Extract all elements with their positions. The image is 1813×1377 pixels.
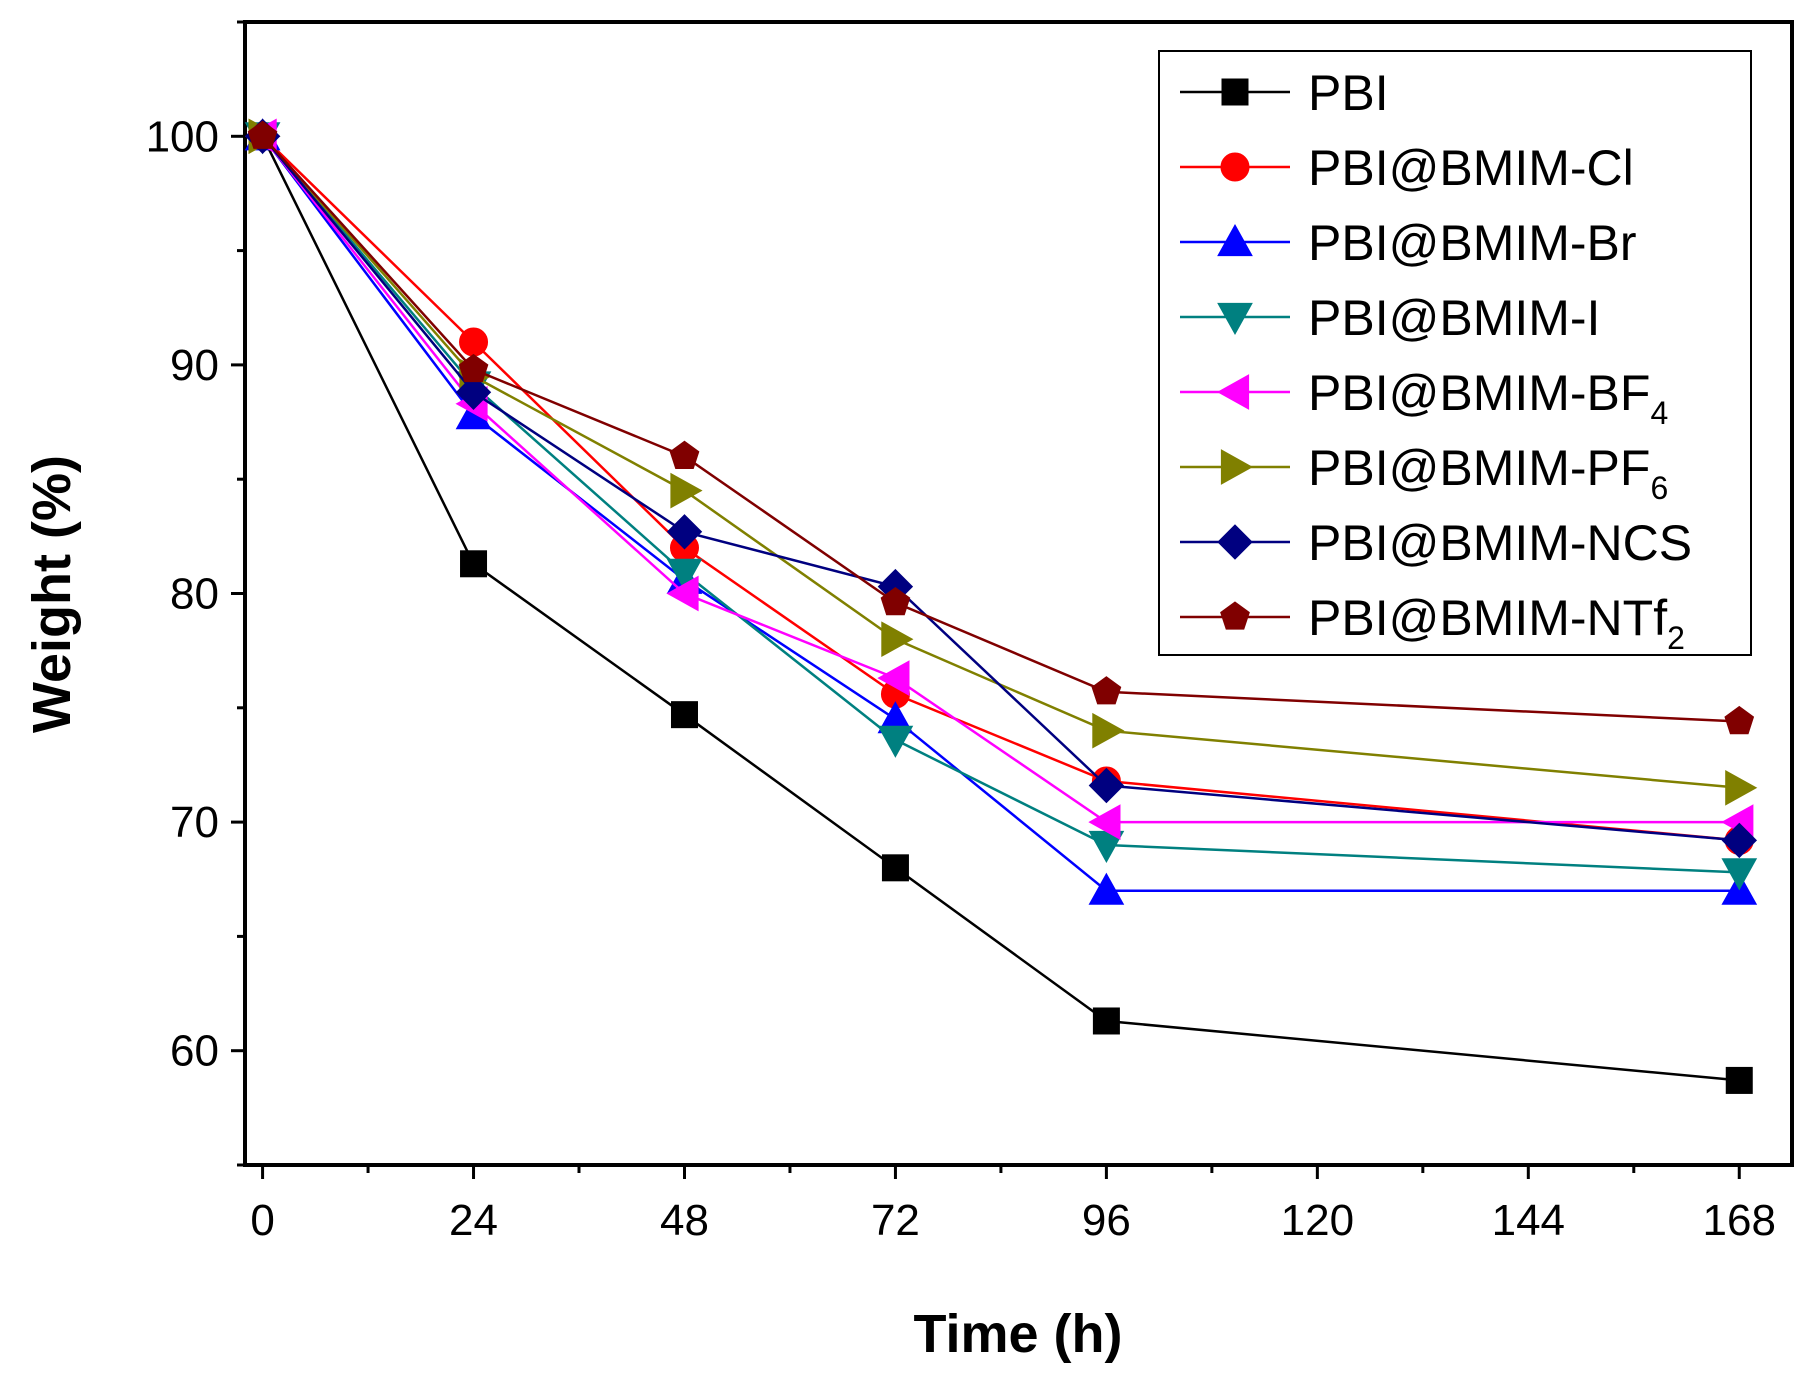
- data-point: [1092, 712, 1125, 749]
- data-point: [460, 550, 488, 578]
- legend-marker: [1221, 78, 1249, 106]
- legend-item: PBI: [1180, 65, 1389, 121]
- legend-marker: [1216, 374, 1250, 410]
- y-axis-title: Weight (%): [22, 455, 82, 733]
- data-point: [1091, 676, 1122, 705]
- data-point: [247, 120, 278, 149]
- legend-item: PBI@BMIM-NCS: [1180, 515, 1692, 571]
- legend-label: PBI@BMIM-Cl: [1308, 140, 1634, 196]
- legend-marker: [1220, 449, 1254, 485]
- x-tick-label: 72: [871, 1196, 920, 1245]
- data-point: [1725, 769, 1758, 806]
- legend-item: PBI@BMIM-NTf2: [1180, 590, 1685, 656]
- data-point: [666, 575, 699, 612]
- series-line: [261, 135, 1740, 790]
- legend-item: PBI@BMIM-BF4: [1180, 365, 1668, 431]
- legend-label: PBI: [1308, 65, 1389, 121]
- legend-item: PBI@BMIM-I: [1180, 290, 1600, 346]
- series-line: [261, 135, 1740, 842]
- data-point: [669, 440, 700, 469]
- data-point: [1088, 804, 1121, 840]
- data-point: [1088, 872, 1125, 905]
- data-point: [1721, 822, 1758, 859]
- x-tick-label: 120: [1281, 1196, 1354, 1245]
- legend-box: [1158, 50, 1752, 656]
- series-line: [261, 135, 1740, 842]
- data-point: [1724, 705, 1755, 735]
- data-point: [458, 353, 489, 383]
- data-point: [1092, 1007, 1120, 1035]
- legend-marker: [1220, 152, 1250, 182]
- series-PBI@BMIM-NTf2: [247, 120, 1755, 735]
- series-line: [261, 135, 1740, 824]
- data-point: [666, 558, 703, 591]
- data-point: [1725, 1066, 1753, 1094]
- x-tick-label: 96: [1082, 1196, 1131, 1245]
- x-tick-label: 0: [250, 1196, 274, 1245]
- legend-marker: [1217, 223, 1253, 257]
- legend: PBI PBI@BMIM-Cl PBI@BMIM-Br PBI@BMIM-I PBI@B…: [1158, 50, 1752, 656]
- series-line: [261, 135, 1740, 874]
- plot-area: 0 24 48 72 96 120 144 168 60 70 80 90 100: [146, 20, 1794, 1245]
- legend-item: PBI@BMIM-PF6: [1180, 440, 1668, 506]
- x-tick-label: 144: [1492, 1196, 1565, 1245]
- data-point: [877, 660, 910, 696]
- legend-label: PBI@BMIM-NCS: [1308, 515, 1692, 571]
- series-line: [261, 135, 1740, 1082]
- legend-label: PBI@BMIM-NTf2: [1308, 590, 1685, 656]
- data-point: [881, 854, 909, 882]
- data-point: [881, 621, 914, 658]
- y-tick-label: 60: [170, 1027, 219, 1076]
- legend-marker: [1217, 302, 1253, 336]
- data-point: [455, 374, 492, 411]
- data-point: [880, 586, 911, 616]
- x-axis-title: Time (h): [913, 1304, 1122, 1364]
- x-tick-label: 24: [449, 1196, 498, 1245]
- data-point: [1088, 767, 1125, 804]
- legend-marker: [1220, 601, 1250, 630]
- y-tick-label: 100: [146, 112, 219, 161]
- y-tick-label: 90: [170, 341, 219, 390]
- data-point: [670, 472, 703, 509]
- ticks-layer: 0 24 48 72 96 120 144 168 60 70 80 90 100: [146, 20, 1776, 1245]
- data-point: [670, 701, 698, 729]
- data-point: [1721, 858, 1758, 891]
- legend-item: PBI@BMIM-Br: [1180, 215, 1637, 271]
- legend-label: PBI@BMIM-BF4: [1308, 365, 1668, 431]
- legend-marker: [1217, 524, 1253, 560]
- y-tick-label: 80: [170, 570, 219, 619]
- series-line: [261, 135, 1740, 723]
- y-tick-label: 70: [170, 798, 219, 847]
- legend-label: PBI@BMIM-PF6: [1308, 440, 1668, 506]
- x-tick-label: 48: [660, 1196, 709, 1245]
- series-line: [261, 135, 1740, 892]
- legend-label: PBI@BMIM-I: [1308, 290, 1600, 346]
- data-point: [459, 327, 489, 357]
- series-layer: [244, 118, 1758, 1094]
- data-point: [877, 725, 914, 758]
- legend-label: PBI@BMIM-Br: [1308, 215, 1637, 271]
- legend-item: PBI@BMIM-Cl: [1180, 140, 1634, 196]
- x-tick-label: 168: [1703, 1196, 1776, 1245]
- data-point: [666, 514, 703, 550]
